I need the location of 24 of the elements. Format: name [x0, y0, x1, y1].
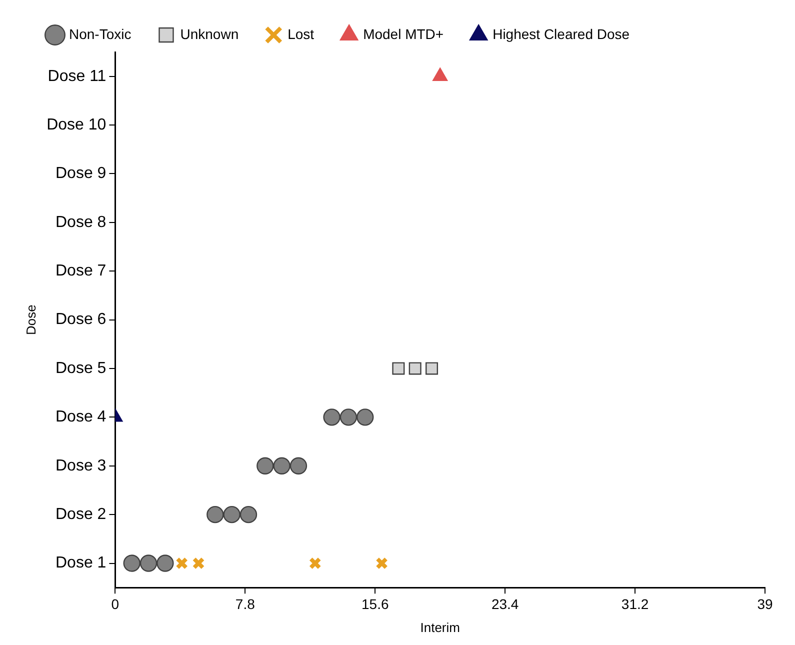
y-tick-label: Dose 6: [55, 311, 106, 328]
legend-label: Unknown: [180, 26, 239, 42]
y-tick-label: Dose 4: [55, 408, 106, 426]
legend-label: Model MTD+: [363, 26, 444, 42]
y-tick-label: Dose 11: [48, 68, 106, 85]
legend-label: Lost: [288, 26, 314, 42]
x-tick-label: 39: [757, 596, 773, 612]
y-axis-title: Dose: [23, 304, 38, 335]
x-tick-label: 31.2: [621, 596, 649, 612]
y-tick-label: Dose 5: [55, 360, 106, 377]
y-tick-label: Dose 3: [55, 457, 106, 474]
x-tick-label: 23.4: [491, 596, 519, 612]
legend-label: Non-Toxic: [69, 26, 132, 42]
x-tick-label: 7.8: [235, 596, 256, 612]
y-tick-label: Dose 2: [55, 506, 106, 523]
legend-label: Highest Cleared Dose: [492, 26, 630, 42]
y-tick-label: Dose 8: [55, 214, 106, 231]
x-tick-label: 15.6: [361, 596, 389, 612]
x-axis-title: Interim: [420, 620, 460, 635]
y-tick-label: Dose 7: [55, 262, 106, 280]
y-tick-label: Dose 1: [55, 554, 106, 572]
y-tick-label: Dose 10: [46, 116, 106, 134]
y-tick-label: Dose 9: [55, 165, 106, 182]
x-tick-label: 0: [111, 596, 120, 612]
